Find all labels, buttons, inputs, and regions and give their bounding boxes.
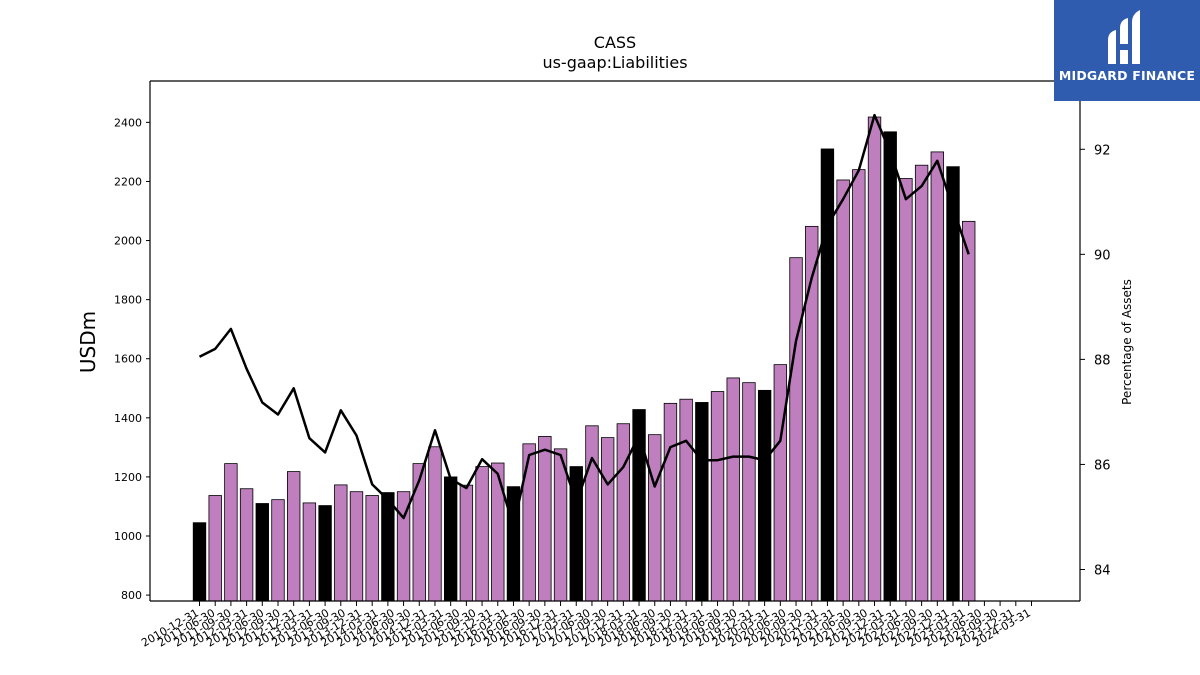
brand-name: MIDGARD FINANCE [1058,68,1196,83]
y-tick-label: 1400 [114,412,142,425]
y-tick-label: 1200 [114,471,142,484]
bar [867,116,882,602]
bar [538,436,552,602]
y-tick-label: 2400 [114,116,142,129]
bar [224,463,238,602]
bar [930,151,944,602]
bar [726,377,740,602]
bar [679,398,693,602]
y2-tick-label: 88 [1094,353,1111,368]
bar [742,382,756,602]
bar [852,169,866,602]
bar [475,466,489,602]
y2-tick-label: 90 [1094,248,1111,263]
brand-logo: MIDGARD FINANCE [1054,0,1200,101]
y-tick-label: 2000 [114,235,142,248]
bar [757,389,772,602]
y-tick-label: 1600 [114,353,142,366]
bar [773,364,788,602]
bar [522,443,536,602]
y-tick-label: 800 [121,589,142,602]
bar [287,471,301,602]
bar [443,476,458,602]
bar [381,492,395,602]
bar [883,131,897,602]
bar [349,491,364,602]
bar [208,495,222,602]
bar [616,423,631,602]
bar [255,503,269,602]
y-axis-label: USDm [76,311,100,373]
series-line [198,113,970,528]
bar [459,484,474,602]
y2-tick-label: 84 [1094,563,1111,578]
bar [585,425,599,602]
bar [789,257,803,602]
bar [239,488,254,602]
chart-title: CASS [594,33,636,52]
bar [962,220,976,602]
bar [946,166,960,602]
y2-tick-label: 92 [1094,143,1111,158]
bar [600,437,615,602]
y-tick-label: 2200 [114,175,142,188]
y2-axis-label: Percentage of Assets [1120,279,1134,405]
bar [365,495,379,602]
y2-tick-label: 86 [1094,458,1111,473]
bar [695,402,709,602]
bar [836,179,850,602]
bar [412,463,426,602]
bar [192,522,207,602]
bar [302,502,317,602]
bar [899,178,913,602]
bar [491,462,505,602]
bar [318,505,332,602]
bar [334,484,348,602]
chart-subtitle: us-gaap:Liabilities [542,53,687,72]
midgard-logo-icon [1108,10,1140,64]
bar [648,434,662,602]
bar [271,499,285,602]
bar [663,402,678,602]
bar [710,391,725,602]
y-tick-label: 1800 [114,294,142,307]
y-tick-label: 1000 [114,530,142,543]
bar [428,446,442,602]
bar [914,164,929,602]
